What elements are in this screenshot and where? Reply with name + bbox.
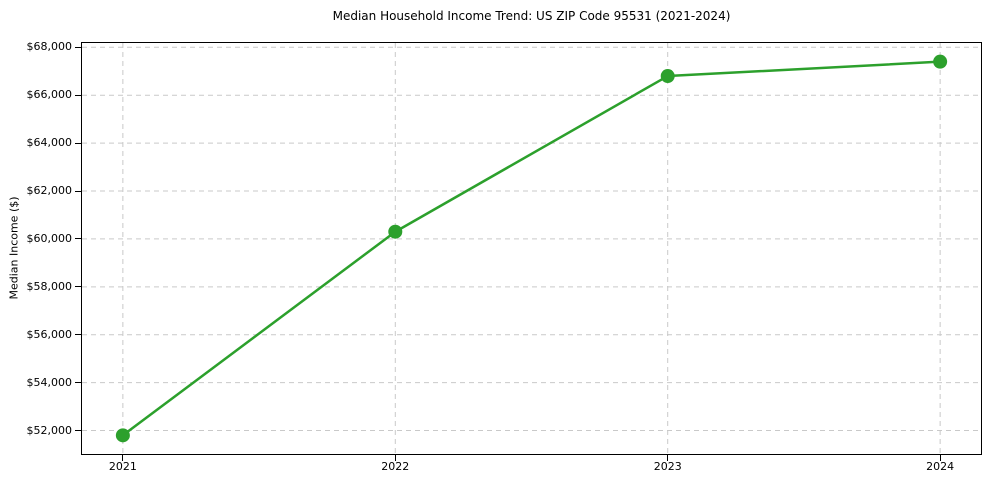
y-tick-mark bbox=[75, 238, 81, 240]
y-tick-mark bbox=[75, 430, 81, 432]
y-tick-mark bbox=[75, 190, 81, 192]
y-tick-label: $56,000 bbox=[26, 327, 73, 341]
x-tick-mark bbox=[394, 455, 396, 461]
y-tick-label: $60,000 bbox=[26, 231, 73, 245]
y-tick-label: $54,000 bbox=[26, 375, 73, 389]
y-tick-label: $68,000 bbox=[26, 40, 73, 54]
y-tick-label: $58,000 bbox=[26, 279, 73, 293]
x-tick-mark bbox=[122, 455, 124, 461]
x-tick-mark bbox=[667, 455, 669, 461]
x-tick-mark bbox=[939, 455, 941, 461]
y-tick-label: $62,000 bbox=[26, 184, 73, 198]
data-point bbox=[660, 69, 675, 84]
y-tick-mark bbox=[75, 142, 81, 144]
data-point bbox=[388, 224, 403, 239]
plot-area-border bbox=[81, 42, 982, 455]
y-tick-mark bbox=[75, 382, 81, 384]
data-point bbox=[115, 428, 130, 443]
data-point bbox=[933, 54, 948, 69]
y-tick-mark bbox=[75, 334, 81, 336]
x-tick-label: 2022 bbox=[381, 460, 410, 473]
x-tick-label: 2023 bbox=[653, 460, 682, 473]
y-tick-mark bbox=[75, 46, 81, 48]
x-tick-label: 2021 bbox=[108, 460, 137, 473]
line-chart-plot-area bbox=[82, 43, 981, 454]
y-tick-mark bbox=[75, 286, 81, 288]
chart-title: Median Household Income Trend: US ZIP Co… bbox=[332, 9, 731, 23]
y-tick-mark bbox=[75, 94, 81, 96]
y-tick-label: $52,000 bbox=[26, 423, 73, 437]
y-tick-label: $66,000 bbox=[26, 88, 73, 102]
y-tick-label: $64,000 bbox=[26, 136, 73, 150]
x-tick-label: 2024 bbox=[926, 460, 955, 473]
trend-line bbox=[121, 60, 942, 437]
